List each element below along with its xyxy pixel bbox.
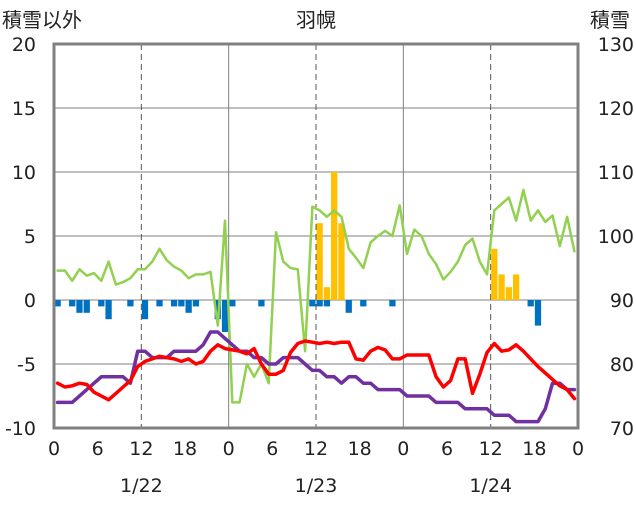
right-tick-label: 120 — [598, 98, 634, 120]
blue-bar — [309, 300, 316, 307]
right-tick-label: 80 — [610, 354, 634, 376]
precip-bar — [505, 287, 512, 300]
left-tick-label: -5 — [17, 354, 36, 376]
blue-bar — [54, 300, 61, 307]
hour-tick-label: 0 — [397, 438, 409, 460]
blue-bar — [192, 300, 200, 307]
left-tick-label: -10 — [5, 418, 36, 440]
right-tick-label: 100 — [598, 226, 634, 248]
blue-bar — [221, 300, 229, 332]
left-tick-label: 20 — [12, 34, 36, 56]
blue-bar — [534, 300, 542, 326]
chart-title: 羽幌 — [296, 8, 336, 32]
blue-bar — [156, 300, 163, 307]
hour-tick-label: 18 — [348, 438, 372, 460]
blue-bar — [323, 300, 331, 307]
blue-bar — [76, 300, 83, 313]
precip-bar — [323, 287, 331, 300]
precip-bar — [498, 274, 505, 300]
date-label: 1/23 — [295, 475, 338, 497]
hour-tick-label: 6 — [441, 438, 453, 460]
date-label: 1/24 — [469, 475, 512, 497]
blue-bar — [389, 300, 396, 307]
blue-bar — [185, 300, 192, 313]
right-axis-label: 積雪 — [590, 8, 630, 32]
hour-tick-label: 0 — [223, 438, 235, 460]
precip-bar — [331, 172, 338, 300]
left-tick-label: 15 — [12, 98, 36, 120]
precip-bar — [491, 248, 498, 300]
green-series-line — [56, 188, 576, 404]
blue-bar — [83, 300, 90, 313]
blue-bar — [229, 300, 236, 307]
right-tick-label: 110 — [598, 162, 634, 184]
hour-tick-label: 12 — [129, 438, 153, 460]
left-tick-label: 10 — [12, 162, 36, 184]
left-tick-label: 0 — [24, 290, 36, 312]
blue-bar — [345, 300, 352, 313]
blue-bar — [141, 300, 149, 320]
left-axis-label: 積雪以外 — [2, 8, 82, 32]
snow-depth-line — [55, 330, 577, 424]
date-label: 1/22 — [120, 475, 163, 497]
hour-tick-label: 6 — [266, 438, 278, 460]
hour-tick-label: 0 — [572, 438, 584, 460]
blue-bar — [258, 300, 265, 307]
precip-bar — [513, 274, 520, 300]
blue-bar — [316, 300, 323, 307]
hour-tick-label: 12 — [479, 438, 503, 460]
blue-bar — [127, 300, 134, 307]
left-tick-label: 5 — [24, 226, 36, 248]
right-tick-label: 90 — [610, 290, 634, 312]
hour-tick-label: 18 — [173, 438, 197, 460]
precip-bar — [338, 223, 345, 300]
hour-tick-label: 0 — [48, 438, 60, 460]
blue-bar — [105, 300, 112, 320]
blue-bar — [69, 300, 76, 307]
temperature-line — [55, 339, 577, 402]
blue-bar — [98, 300, 105, 307]
right-tick-label: 130 — [598, 34, 634, 56]
blue-bar — [178, 300, 185, 307]
hour-tick-label: 18 — [522, 438, 546, 460]
hour-tick-label: 12 — [304, 438, 328, 460]
hour-tick-label: 6 — [92, 438, 104, 460]
right-tick-label: 70 — [610, 418, 634, 440]
plot-frame — [52, 42, 580, 430]
precip-bar — [316, 223, 323, 300]
blue-bar — [360, 300, 367, 307]
blue-bar — [170, 300, 178, 307]
blue-bar — [527, 300, 534, 307]
